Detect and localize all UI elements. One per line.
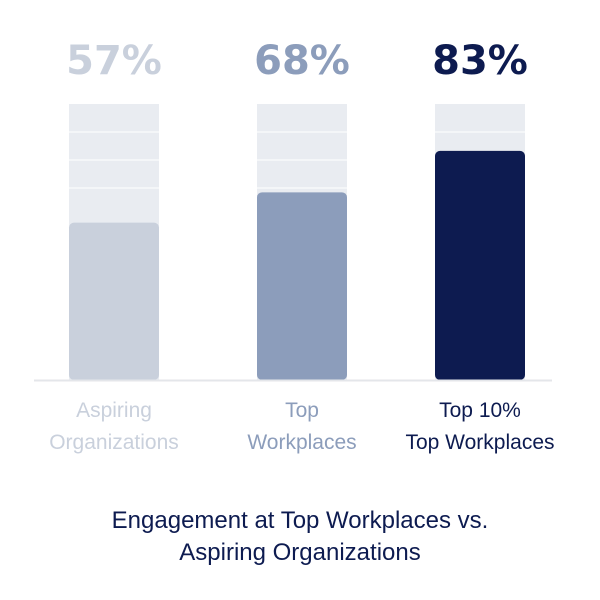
chart-title: Aspiring Organizations xyxy=(179,539,420,566)
bar xyxy=(435,150,525,380)
value-label: 68% xyxy=(254,38,350,84)
value-label: 57% xyxy=(66,38,162,84)
category-label: Top Workplaces xyxy=(405,431,554,454)
bar xyxy=(69,222,159,380)
category-label: Workplaces xyxy=(247,431,356,454)
category-label: Top 10% xyxy=(439,399,521,422)
category-label: Aspiring xyxy=(76,399,152,422)
category-label: Organizations xyxy=(49,431,179,454)
category-label: Top xyxy=(285,399,319,422)
chart-title: Engagement at Top Workplaces vs. xyxy=(112,507,489,534)
value-label: 83% xyxy=(432,38,528,84)
bar xyxy=(257,192,347,380)
